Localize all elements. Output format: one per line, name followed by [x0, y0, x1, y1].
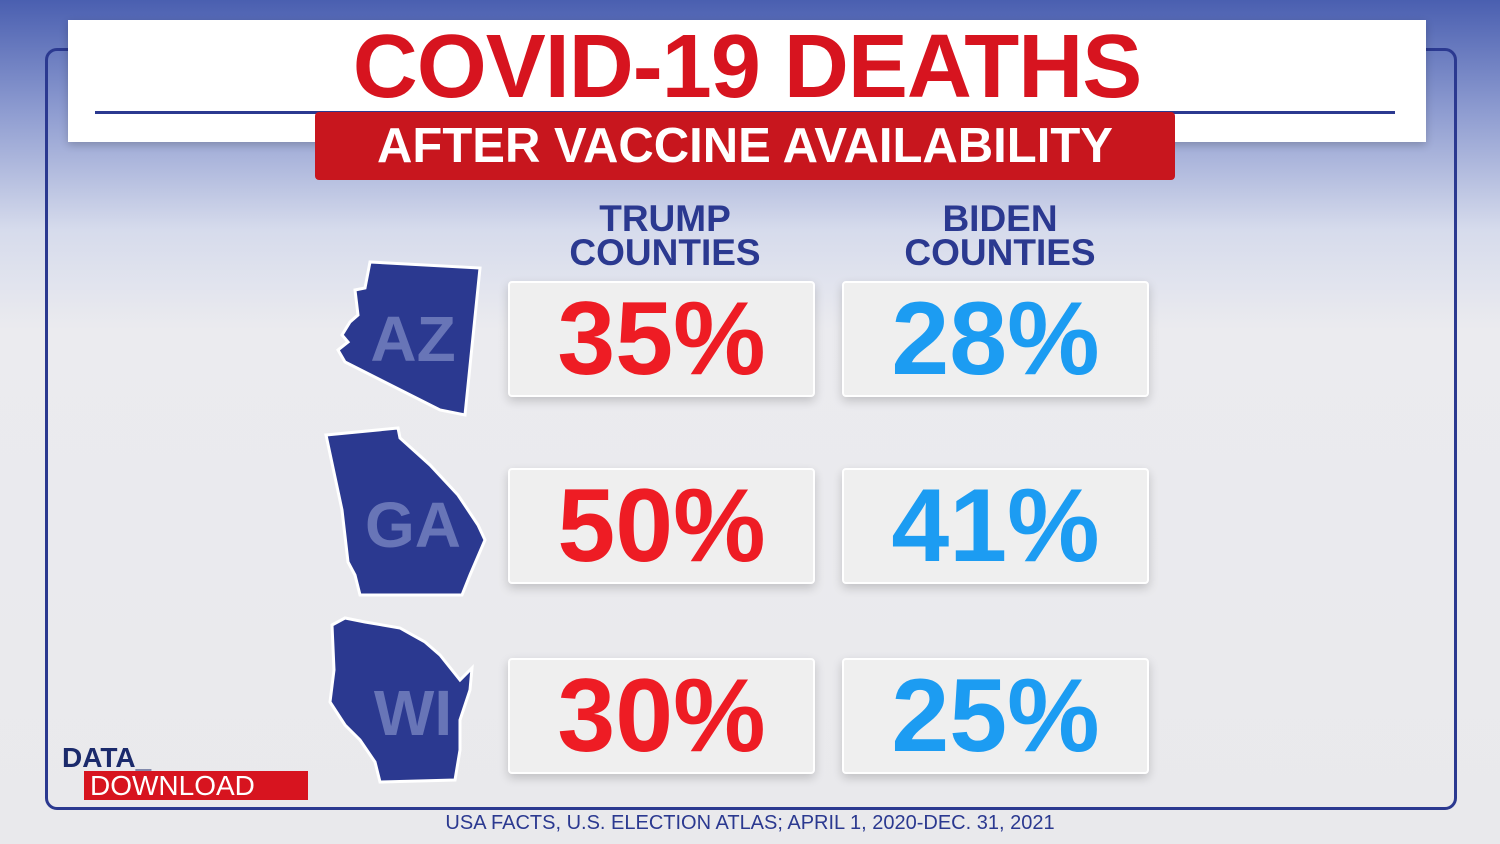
- state-shapes: [324, 260, 487, 784]
- column-header: TRUMP COUNTIES: [569, 198, 761, 273]
- biden-cell: 41%: [842, 468, 1149, 584]
- logo-line: DOWNLOAD: [84, 771, 308, 801]
- state-wi: [328, 616, 474, 784]
- logo-line: DATA_: [62, 742, 152, 773]
- biden-cell: 25%: [842, 658, 1149, 774]
- trump-cell: 35%: [508, 281, 815, 397]
- subtitle: AFTER VACCINE AVAILABILITY: [315, 112, 1175, 180]
- state-az: [336, 260, 482, 417]
- state-ga: [324, 426, 487, 597]
- state-label: GA: [365, 489, 461, 561]
- column-header: BIDEN COUNTIES: [904, 198, 1096, 273]
- state-label: AZ: [370, 303, 456, 375]
- biden-cell: 28%: [842, 281, 1149, 397]
- trump-cell: 50%: [508, 468, 815, 584]
- source: USA FACTS, U.S. ELECTION ATLAS; APRIL 1,…: [445, 812, 1055, 834]
- title: COVID-19 DEATHS: [352, 17, 1142, 117]
- state-label: WI: [373, 677, 453, 749]
- trump-cell: 30%: [508, 658, 815, 774]
